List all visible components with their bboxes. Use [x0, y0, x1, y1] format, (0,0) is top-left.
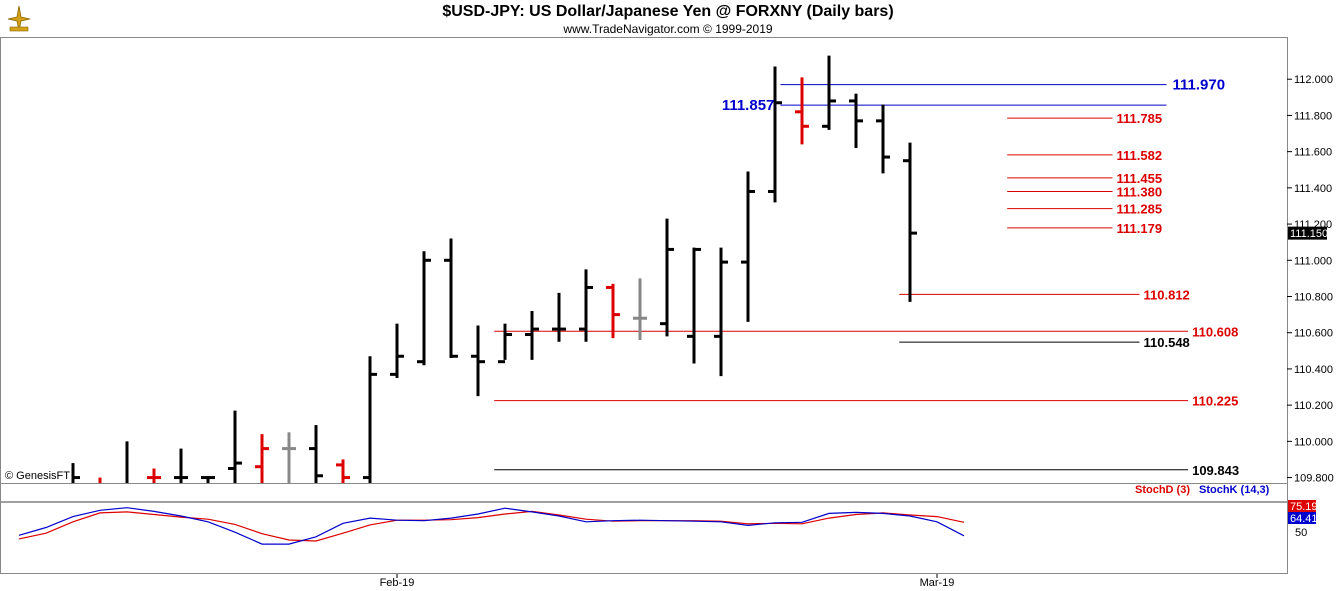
- genesis-watermark: © GenesisFT: [5, 470, 70, 482]
- stochk-value: 64.41: [1290, 513, 1318, 525]
- genesis-logo-icon: [4, 3, 34, 33]
- level-label: 110.812: [1144, 287, 1190, 302]
- chart-title: $USD-JPY: US Dollar/Japanese Yen @ FORXN…: [442, 3, 894, 20]
- level-label: 110.225: [1192, 394, 1238, 409]
- price-levels: [494, 84, 1189, 471]
- y-tick-label: 110.200: [1294, 400, 1333, 412]
- y-tick-label: 111.000: [1294, 255, 1332, 267]
- indicator-panel-frame: [0, 483, 1288, 574]
- level-label: 110.548: [1144, 335, 1190, 350]
- price-bars: [71, 55, 917, 483]
- date-x-axis: Feb-19 Mar-19: [380, 574, 955, 589]
- y-tick-label: 111.800: [1294, 110, 1332, 122]
- stoch-axis-label: 50: [1295, 527, 1307, 539]
- price-y-axis: 112.000111.800111.600111.400111.200111.0…: [1287, 74, 1334, 485]
- level-label: 111.380: [1117, 184, 1163, 199]
- y-tick-label: 110.800: [1294, 291, 1333, 303]
- x-tick-label: Mar-19: [920, 577, 955, 589]
- stochk-line: [18, 507, 965, 545]
- y-tick-label: 110.600: [1294, 328, 1333, 340]
- price-panel-frame: [0, 37, 1288, 484]
- level-label: 111.285: [1117, 202, 1163, 217]
- y-tick-label: 111.400: [1294, 183, 1332, 195]
- stochd-line: [18, 510, 965, 542]
- level-label: 111.857: [722, 97, 775, 114]
- stochastic-panel: [1, 501, 1287, 545]
- level-label: 111.785: [1117, 111, 1163, 126]
- chart-subtitle: www.TradeNavigator.com © 1999-2019: [563, 22, 773, 36]
- stochk-legend: StochK (14,3): [1199, 484, 1270, 496]
- last-price-label: 111.150: [1290, 228, 1328, 240]
- level-label: 109.843: [1192, 463, 1239, 478]
- last-price-badge: [1288, 226, 1327, 240]
- level-label: 110.608: [1192, 324, 1238, 339]
- stochd-value: 75.19: [1290, 501, 1318, 513]
- level-label: 111.455: [1117, 171, 1163, 186]
- x-tick-label: Feb-19: [380, 577, 415, 589]
- stochd-legend: StochD (3): [1135, 484, 1190, 496]
- level-label: 111.179: [1117, 221, 1163, 236]
- y-tick-label: 109.800: [1294, 473, 1334, 485]
- level-label: 111.582: [1117, 148, 1163, 163]
- level-label: 111.970: [1173, 77, 1226, 94]
- y-tick-label: 110.000: [1294, 436, 1333, 448]
- y-tick-label: 111.600: [1294, 147, 1332, 159]
- stochd-value-badge: [1288, 500, 1316, 512]
- y-tick-label: 112.000: [1294, 74, 1333, 86]
- stochk-value-badge: [1288, 512, 1316, 524]
- y-tick-label: 110.400: [1294, 364, 1333, 376]
